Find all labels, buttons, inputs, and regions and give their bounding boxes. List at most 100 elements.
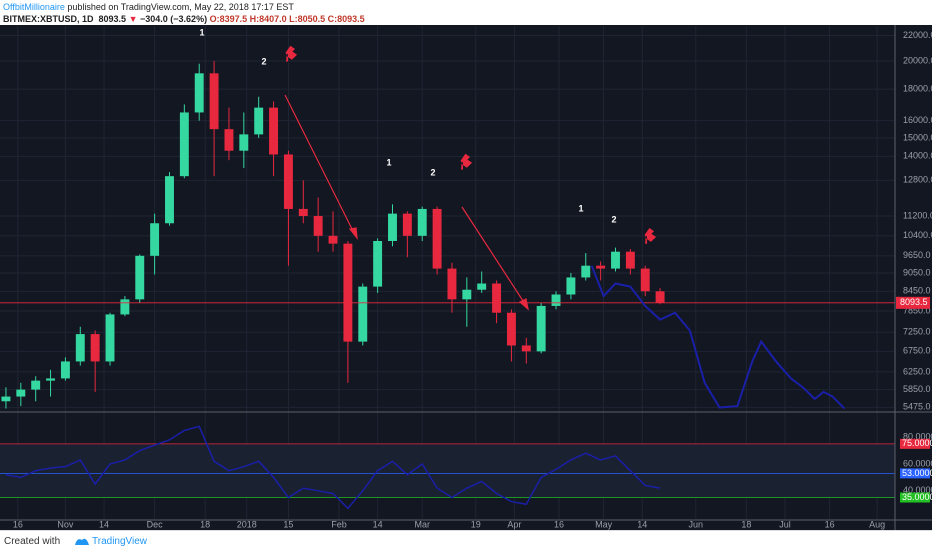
annotation: 1 bbox=[386, 157, 391, 167]
x-tick-label: 18 bbox=[741, 519, 751, 529]
candle-body bbox=[462, 289, 472, 300]
x-tick-label: 15 bbox=[283, 519, 293, 529]
y-tick-label: 80.0000 bbox=[903, 432, 932, 442]
change: −304.0 (−3.62%) bbox=[140, 14, 208, 24]
x-tick-label: 14 bbox=[373, 519, 383, 529]
candle-body bbox=[566, 277, 576, 295]
y-tick-label: 12800.0 bbox=[903, 175, 932, 185]
level-box bbox=[900, 438, 930, 449]
arrow-head bbox=[348, 227, 358, 241]
candle-body bbox=[402, 213, 412, 236]
x-tick-label: May bbox=[595, 519, 613, 529]
y-tick-label: 10400.0 bbox=[903, 230, 932, 240]
x-tick-label: 14 bbox=[637, 519, 647, 529]
level-label: 35.0000 bbox=[902, 492, 932, 502]
x-tick-label: Apr bbox=[507, 519, 521, 529]
annotation: 1 bbox=[578, 203, 583, 213]
x-tick-label: Jun bbox=[689, 519, 704, 529]
annotation: 2 bbox=[261, 56, 266, 66]
candle-body bbox=[194, 73, 204, 113]
candle-body bbox=[432, 208, 442, 269]
candle-body bbox=[417, 208, 427, 236]
last-price-box bbox=[896, 296, 930, 309]
flags bbox=[285, 45, 657, 244]
x-tick-label: 19 bbox=[471, 519, 481, 529]
y-tick-label: 9050.0 bbox=[903, 267, 931, 277]
flag-icon bbox=[285, 45, 298, 62]
symbol: BITMEX:XBTUSD, 1D bbox=[3, 14, 94, 24]
labels: 16 Nov 14 Dec 18 2018 15 Feb 14 Mar 19 Apr 16 May 14 Ju… bbox=[13, 27, 932, 529]
candle-body bbox=[105, 314, 115, 362]
candle-body bbox=[611, 251, 620, 269]
candle-body bbox=[328, 235, 338, 244]
annotation: 2 bbox=[611, 214, 616, 224]
y-tick-label: 16000.0 bbox=[903, 115, 932, 125]
published: published on TradingView.com, May 22, 20… bbox=[67, 2, 294, 12]
x-tick-label: 14 bbox=[99, 519, 109, 529]
x-tick-label: Nov bbox=[57, 519, 74, 529]
candle-body bbox=[283, 154, 293, 209]
candle-body bbox=[521, 345, 531, 352]
x-tick-label: 2018 bbox=[237, 519, 257, 529]
brand[interactable]: TradingView bbox=[92, 536, 148, 547]
candle-body bbox=[551, 294, 561, 306]
rsi-line bbox=[5, 425, 661, 510]
candle-body bbox=[60, 361, 70, 379]
y-tick-label: 60.0000 bbox=[903, 458, 932, 468]
ohlc: O:8397.5 H:8407.0 L:8050.5 C:8093.5 bbox=[209, 14, 365, 24]
y-tick-label: 18000.0 bbox=[903, 84, 932, 94]
annotation: 1 bbox=[199, 27, 204, 37]
y-tick-label: 6750.0 bbox=[903, 346, 931, 356]
level-label: 75.0000 bbox=[902, 438, 932, 448]
candle-body bbox=[506, 312, 516, 346]
grid bbox=[0, 26, 895, 519]
created-with: Created with bbox=[4, 536, 61, 547]
x-tick-label: Dec bbox=[147, 519, 164, 529]
candle-body bbox=[492, 283, 502, 313]
candle-body bbox=[75, 334, 85, 362]
level-label: 53.0000 bbox=[902, 468, 932, 478]
x-tick-label: 16 bbox=[825, 519, 835, 529]
y-tick-label: 22000.0 bbox=[903, 30, 932, 40]
candle-body bbox=[447, 268, 457, 300]
candle-body bbox=[150, 223, 160, 256]
x-tick-label: 18 bbox=[200, 519, 210, 529]
candle-body bbox=[90, 334, 100, 362]
candle-body bbox=[1, 396, 11, 402]
candle-body bbox=[120, 299, 130, 315]
candle-body bbox=[31, 380, 41, 390]
arrow bbox=[461, 206, 526, 305]
candle-body bbox=[640, 268, 650, 292]
candle-body bbox=[343, 243, 353, 342]
projection-line bbox=[590, 265, 846, 410]
candle-body bbox=[477, 283, 487, 290]
marks bbox=[0, 61, 895, 510]
candle-body bbox=[16, 389, 26, 397]
candle-body bbox=[179, 112, 189, 177]
candle-body bbox=[388, 213, 397, 242]
last-price-label: 8093.5 bbox=[900, 297, 928, 307]
candle-body bbox=[46, 378, 56, 381]
arrow: ▼ bbox=[128, 14, 138, 24]
y-tick-label: 14000.0 bbox=[903, 151, 932, 161]
author[interactable]: OffbitMillionaire bbox=[3, 2, 65, 12]
y-tick-label: 5475.0 bbox=[903, 402, 931, 412]
y-tick-label: 9650.0 bbox=[903, 250, 931, 260]
level-box bbox=[900, 492, 930, 503]
y-tick-label: 11200.0 bbox=[903, 210, 932, 220]
candle-body bbox=[224, 129, 234, 151]
y-tick-label: 6250.0 bbox=[903, 366, 931, 376]
candle-body bbox=[596, 265, 606, 269]
symbol-line: BITMEX:XBTUSD, 1D 8093.5 ▼ −304.0 (−3.62… bbox=[3, 14, 365, 24]
x-tick-label: Aug bbox=[869, 519, 885, 529]
x-tick-label: 16 bbox=[554, 519, 564, 529]
level-box bbox=[900, 468, 930, 479]
candle-body bbox=[135, 255, 145, 300]
candle-body bbox=[581, 265, 591, 278]
y-tick-label: 5850.0 bbox=[903, 384, 931, 394]
header-line: OffbitMillionaire published on TradingVi… bbox=[3, 2, 294, 12]
brand-icon bbox=[75, 538, 89, 545]
y-tick-label: 20000.0 bbox=[903, 55, 932, 65]
candle-body bbox=[165, 176, 174, 224]
candle-body bbox=[239, 134, 249, 151]
